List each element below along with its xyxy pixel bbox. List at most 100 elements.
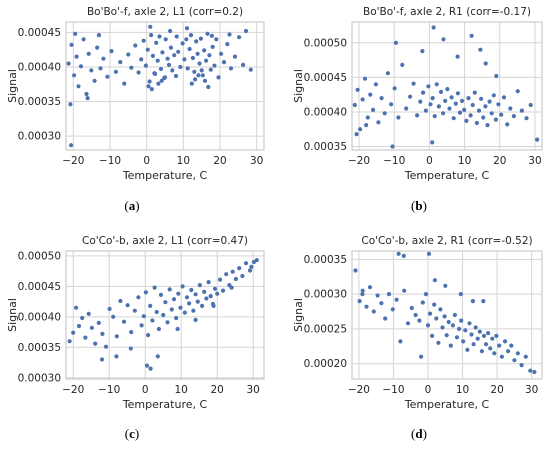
data-point (125, 303, 130, 308)
data-point (417, 318, 422, 323)
data-point (469, 33, 474, 38)
data-point (535, 137, 540, 142)
data-point (360, 288, 365, 293)
x-tick-label: −10 (383, 155, 405, 167)
data-point (490, 336, 495, 341)
x-tick-label: 20 (211, 384, 224, 396)
data-point (430, 333, 435, 338)
data-point (386, 292, 392, 297)
chart-title: Bo'Bo'-f, axle 2, R1 (corr=-0.17) (363, 6, 531, 18)
data-point (178, 64, 183, 70)
x-tick-label: −10 (99, 155, 121, 167)
data-point (462, 107, 467, 112)
data-point (224, 272, 229, 277)
data-point (471, 342, 476, 347)
data-point (444, 333, 449, 338)
chart-b: −20 −10 0 10 20 30 0.00035 0.00040 0.00045 0.0005… (292, 6, 543, 182)
y-axis-label: Signal (292, 69, 305, 103)
data-point (228, 66, 234, 71)
caption-close: ) (134, 426, 140, 441)
x-tick-label: 10 (458, 155, 471, 167)
data-point (141, 314, 146, 319)
data-point (415, 113, 420, 118)
data-point (118, 298, 123, 304)
data-point (451, 116, 456, 121)
data-point (493, 117, 498, 122)
data-point (89, 325, 94, 330)
data-point (69, 143, 74, 148)
data-point (178, 305, 183, 310)
data-point (436, 340, 441, 345)
data-point (148, 366, 153, 371)
data-point (470, 299, 475, 304)
data-point (440, 325, 445, 330)
data-point (85, 96, 90, 101)
x-tick-label: 30 (525, 384, 538, 396)
chart-title: Bo'Bo'-f, axle 2, L1 (corr=0.2) (87, 6, 243, 18)
data-point (241, 62, 246, 67)
data-point (400, 62, 405, 67)
y-axis-label: Signal (6, 69, 19, 103)
data-point (141, 38, 146, 43)
data-point (163, 37, 168, 42)
data-point (157, 34, 162, 39)
y-tick-label: 0.00035 (18, 96, 61, 108)
data-point (182, 310, 187, 315)
data-point (149, 33, 154, 38)
data-point (465, 347, 470, 352)
data-point (144, 363, 150, 368)
data-point (494, 73, 499, 79)
data-point (200, 303, 205, 308)
data-point (220, 288, 226, 293)
data-point (136, 295, 141, 300)
y-tick-label: 0.00025 (304, 323, 347, 335)
plot-frame (351, 21, 543, 151)
data-point (458, 292, 463, 297)
data-point (154, 40, 159, 45)
data-point (162, 75, 168, 80)
data-point (364, 123, 369, 128)
x-tick-label: 0 (143, 155, 150, 167)
x-axis-label: Temperature, C (404, 169, 490, 182)
data-point (519, 363, 524, 368)
data-point (430, 96, 435, 101)
data-point (191, 308, 196, 313)
caption-open: ( (411, 426, 416, 441)
data-point (146, 84, 151, 89)
data-point (441, 111, 446, 116)
data-point (170, 68, 175, 73)
data-point (393, 40, 399, 45)
data-point (360, 97, 365, 102)
data-point (449, 95, 454, 100)
data-point (146, 333, 151, 338)
data-point (379, 96, 384, 101)
data-point (485, 123, 490, 128)
data-point (193, 292, 198, 297)
data-point (206, 84, 211, 90)
data-point (173, 73, 179, 79)
y-axis-label: Signal (6, 298, 19, 332)
data-point (168, 28, 173, 34)
data-point (195, 299, 200, 304)
data-point (212, 63, 217, 68)
data-point (419, 354, 424, 359)
data-point (360, 292, 365, 297)
data-point (450, 323, 455, 328)
caption-d: (d) (399, 426, 439, 442)
data-point (148, 24, 153, 29)
data-point (215, 291, 220, 296)
data-point (420, 300, 425, 305)
data-point (472, 90, 477, 95)
data-point (519, 108, 525, 113)
data-point (171, 297, 177, 302)
data-point (136, 70, 141, 75)
data-point (423, 292, 428, 297)
y-axis-label: Signal (292, 298, 305, 332)
data-point (515, 89, 520, 94)
data-point (432, 114, 437, 119)
data-point (528, 368, 533, 373)
x-tick-label: 0 (425, 384, 432, 396)
data-point (371, 107, 376, 112)
data-point (169, 307, 174, 312)
